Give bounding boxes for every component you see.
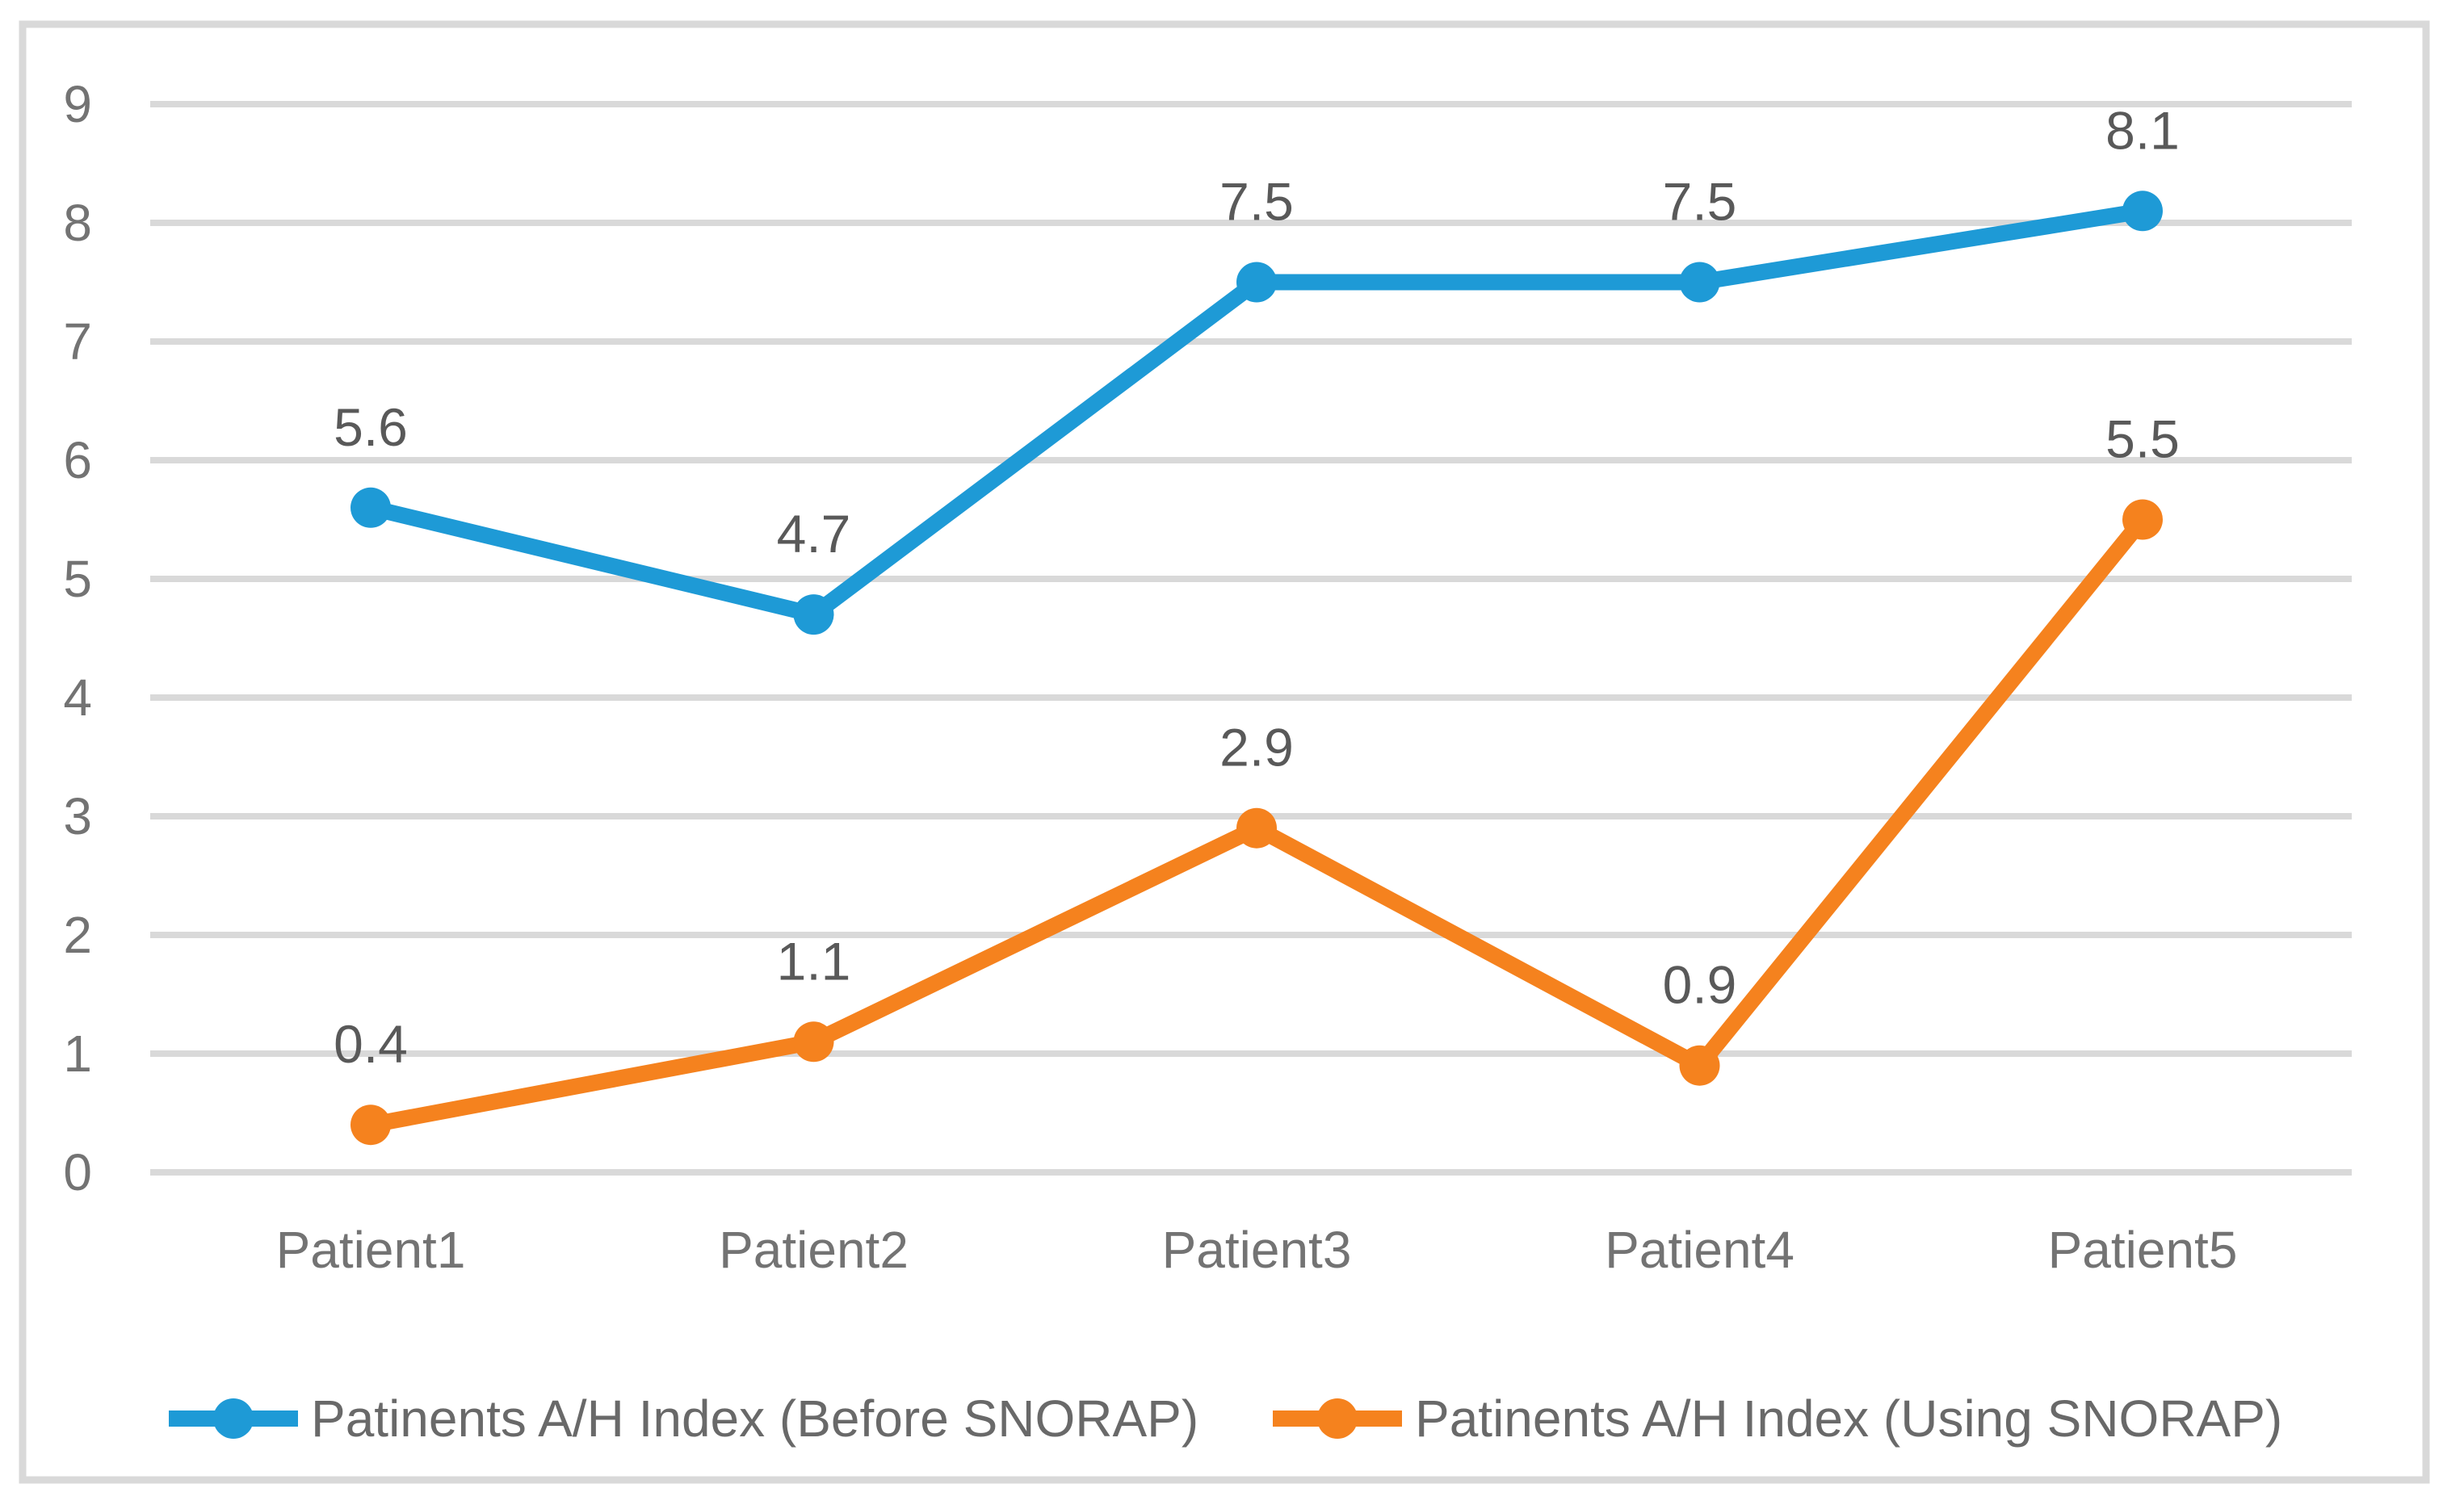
data-point-marker [793, 1021, 834, 1063]
data-point-marker [351, 1105, 391, 1146]
data-point-marker [2122, 499, 2163, 540]
legend-label: Patinents A/H Index (Before SNORAP) [311, 1390, 1198, 1448]
y-tick-label: 8 [63, 194, 92, 252]
series-using-snorap: 0.4 1.1 2.9 0.9 5.5 [334, 409, 2180, 1146]
data-point-marker [2122, 191, 2163, 232]
data-point-marker [1236, 807, 1277, 849]
series-before-snorap: 5.6 4.7 7.5 7.5 8.1 [334, 100, 2180, 635]
y-tick-label: 7 [63, 312, 92, 371]
y-tick-label: 0 [63, 1143, 92, 1201]
y-tick-label: 6 [63, 431, 92, 489]
x-axis-category-labels: Patient1 Patient2 Patient3 Patient4 Patient5 [276, 1221, 2238, 1279]
data-label: 0.4 [334, 1014, 408, 1074]
x-category-label: Patient1 [276, 1221, 466, 1279]
data-point-marker [1679, 262, 1720, 303]
x-category-label: Patient2 [719, 1221, 909, 1279]
data-label: 1.1 [777, 931, 851, 991]
data-label: 0.9 [1663, 955, 1737, 1015]
y-tick-label: 4 [63, 669, 92, 727]
gridlines-group [150, 101, 2352, 1176]
data-point-marker [1679, 1045, 1720, 1086]
data-point-marker [793, 594, 834, 635]
y-tick-label: 5 [63, 550, 92, 608]
legend-marker-circle [1317, 1398, 1358, 1439]
data-label: 4.7 [777, 504, 851, 564]
x-category-label: Patient5 [2048, 1221, 2238, 1279]
data-label: 5.6 [334, 397, 408, 457]
y-tick-label: 1 [63, 1025, 92, 1083]
data-label: 7.5 [1219, 172, 1294, 232]
y-tick-label: 3 [63, 787, 92, 845]
y-tick-label: 9 [63, 75, 92, 133]
x-category-label: Patient3 [1162, 1221, 1352, 1279]
data-label: 7.5 [1663, 172, 1737, 232]
y-tick-label: 2 [63, 906, 92, 964]
x-category-label: Patient4 [1605, 1221, 1794, 1279]
data-point-marker [1236, 262, 1277, 303]
data-label: 2.9 [1219, 718, 1294, 778]
legend-item: Patinents A/H Index (Using SNORAP) [1273, 1390, 2282, 1448]
data-point-marker [351, 487, 391, 528]
y-axis-tick-labels: 0 1 2 3 4 5 6 7 8 9 [63, 75, 92, 1201]
legend-label: Patinents A/H Index (Using SNORAP) [1415, 1390, 2282, 1448]
chart-frame [19, 20, 2430, 1484]
data-label: 5.5 [2105, 409, 2180, 469]
chart-legend: Patinents A/H Index (Before SNORAP) Patin… [169, 1390, 2282, 1448]
legend-marker-circle [213, 1398, 254, 1439]
legend-item: Patinents A/H Index (Before SNORAP) [169, 1390, 1198, 1448]
data-label: 8.1 [2105, 100, 2180, 160]
